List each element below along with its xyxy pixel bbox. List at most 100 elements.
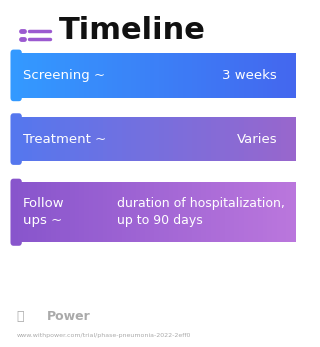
FancyBboxPatch shape [60, 53, 66, 98]
FancyBboxPatch shape [98, 53, 103, 98]
FancyBboxPatch shape [140, 182, 146, 242]
FancyBboxPatch shape [108, 117, 113, 161]
FancyBboxPatch shape [23, 117, 28, 161]
FancyBboxPatch shape [225, 53, 230, 98]
FancyBboxPatch shape [65, 53, 70, 98]
FancyBboxPatch shape [183, 182, 188, 242]
FancyBboxPatch shape [248, 117, 254, 161]
FancyBboxPatch shape [291, 117, 296, 161]
FancyBboxPatch shape [122, 53, 127, 98]
FancyBboxPatch shape [89, 53, 94, 98]
FancyBboxPatch shape [178, 117, 183, 161]
FancyBboxPatch shape [136, 117, 141, 161]
FancyBboxPatch shape [122, 117, 127, 161]
FancyBboxPatch shape [18, 53, 23, 98]
FancyBboxPatch shape [23, 182, 28, 242]
FancyBboxPatch shape [197, 117, 202, 161]
FancyBboxPatch shape [216, 53, 221, 98]
FancyBboxPatch shape [117, 117, 122, 161]
FancyBboxPatch shape [234, 117, 240, 161]
FancyBboxPatch shape [183, 117, 188, 161]
FancyBboxPatch shape [178, 53, 183, 98]
FancyBboxPatch shape [281, 117, 287, 161]
FancyBboxPatch shape [70, 53, 75, 98]
FancyBboxPatch shape [60, 182, 66, 242]
FancyBboxPatch shape [164, 182, 169, 242]
FancyBboxPatch shape [234, 53, 240, 98]
FancyBboxPatch shape [150, 53, 155, 98]
FancyBboxPatch shape [234, 182, 240, 242]
FancyBboxPatch shape [28, 53, 33, 98]
FancyBboxPatch shape [56, 53, 61, 98]
FancyBboxPatch shape [216, 182, 221, 242]
FancyBboxPatch shape [220, 53, 226, 98]
FancyBboxPatch shape [84, 117, 89, 161]
FancyBboxPatch shape [225, 117, 230, 161]
FancyBboxPatch shape [79, 117, 84, 161]
FancyBboxPatch shape [286, 182, 291, 242]
FancyBboxPatch shape [230, 182, 235, 242]
Text: 3 weeks: 3 weeks [222, 69, 277, 82]
FancyBboxPatch shape [253, 117, 259, 161]
FancyBboxPatch shape [150, 117, 155, 161]
FancyBboxPatch shape [56, 182, 61, 242]
FancyBboxPatch shape [28, 117, 33, 161]
FancyBboxPatch shape [169, 117, 174, 161]
FancyBboxPatch shape [164, 117, 169, 161]
FancyBboxPatch shape [145, 117, 150, 161]
FancyBboxPatch shape [220, 117, 226, 161]
FancyBboxPatch shape [46, 182, 52, 242]
FancyBboxPatch shape [122, 182, 127, 242]
FancyBboxPatch shape [244, 53, 249, 98]
FancyBboxPatch shape [173, 53, 179, 98]
FancyBboxPatch shape [276, 117, 282, 161]
FancyBboxPatch shape [155, 117, 160, 161]
FancyBboxPatch shape [84, 182, 89, 242]
FancyBboxPatch shape [112, 117, 117, 161]
FancyBboxPatch shape [187, 117, 193, 161]
FancyBboxPatch shape [37, 182, 42, 242]
FancyBboxPatch shape [140, 53, 146, 98]
FancyBboxPatch shape [32, 182, 38, 242]
FancyBboxPatch shape [93, 182, 99, 242]
FancyBboxPatch shape [262, 182, 268, 242]
FancyBboxPatch shape [93, 53, 99, 98]
FancyBboxPatch shape [103, 53, 108, 98]
FancyBboxPatch shape [258, 53, 263, 98]
FancyBboxPatch shape [75, 117, 80, 161]
FancyBboxPatch shape [51, 117, 56, 161]
FancyBboxPatch shape [84, 53, 89, 98]
FancyBboxPatch shape [89, 182, 94, 242]
FancyBboxPatch shape [253, 182, 259, 242]
FancyBboxPatch shape [42, 53, 47, 98]
FancyBboxPatch shape [253, 53, 259, 98]
FancyBboxPatch shape [98, 117, 103, 161]
FancyBboxPatch shape [201, 117, 207, 161]
FancyBboxPatch shape [117, 53, 122, 98]
FancyBboxPatch shape [206, 53, 212, 98]
FancyBboxPatch shape [136, 182, 141, 242]
FancyBboxPatch shape [93, 117, 99, 161]
FancyBboxPatch shape [216, 117, 221, 161]
FancyBboxPatch shape [23, 53, 28, 98]
FancyBboxPatch shape [145, 182, 150, 242]
FancyBboxPatch shape [159, 117, 164, 161]
FancyBboxPatch shape [32, 117, 38, 161]
FancyBboxPatch shape [60, 117, 66, 161]
FancyBboxPatch shape [42, 117, 47, 161]
FancyBboxPatch shape [46, 117, 52, 161]
FancyBboxPatch shape [108, 182, 113, 242]
FancyBboxPatch shape [206, 182, 212, 242]
FancyBboxPatch shape [112, 182, 117, 242]
FancyBboxPatch shape [262, 53, 268, 98]
FancyBboxPatch shape [230, 117, 235, 161]
FancyBboxPatch shape [79, 182, 84, 242]
FancyBboxPatch shape [281, 53, 287, 98]
FancyBboxPatch shape [272, 53, 277, 98]
FancyBboxPatch shape [37, 117, 42, 161]
FancyBboxPatch shape [244, 182, 249, 242]
Text: Screening ~: Screening ~ [23, 69, 105, 82]
FancyBboxPatch shape [276, 53, 282, 98]
FancyBboxPatch shape [272, 182, 277, 242]
FancyBboxPatch shape [11, 50, 22, 101]
